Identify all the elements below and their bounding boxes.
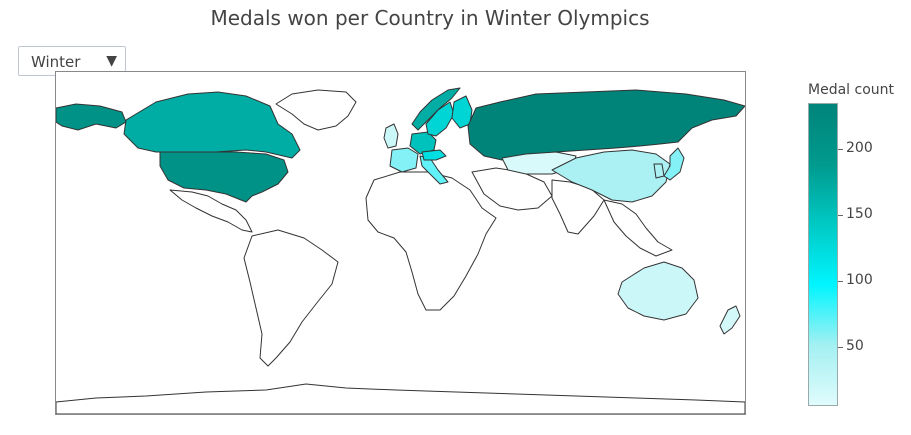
colorbar-tick-mark [838, 346, 843, 348]
colorbar-title: Medal count [808, 82, 894, 98]
colorbar-tick-label: 100 [846, 271, 873, 288]
colorbar-tick-label: 50 [846, 337, 864, 354]
country-france [389, 147, 419, 173]
colorbar-tick-mark [838, 280, 843, 282]
country-sweden [425, 101, 455, 137]
country-greenland [275, 89, 357, 131]
colorbar-tick-label: 200 [846, 140, 873, 157]
country-south-america [243, 229, 339, 367]
world-map-svg[interactable] [56, 72, 745, 414]
country-austria [421, 149, 447, 161]
country-norway [411, 87, 461, 131]
country-korea [653, 163, 665, 179]
country-mexico [169, 189, 253, 233]
chevron-down-icon: ▼ [106, 53, 117, 69]
colorbar-gradient [808, 103, 838, 406]
country-australia [617, 261, 699, 321]
map-title: Medals won per Country in Winter Olympic… [210, 6, 650, 30]
country-china [551, 149, 671, 203]
country-new-zealand [719, 305, 741, 335]
country-united-states [159, 151, 289, 203]
country-southeast-asia [603, 199, 673, 257]
country-great-britain [383, 123, 399, 149]
country-antarctica [56, 383, 745, 414]
country-japan [663, 147, 685, 181]
country-africa [365, 171, 497, 311]
choropleth-map[interactable] [55, 71, 746, 415]
dropdown-selected-value: Winter [31, 53, 81, 71]
country-russia [467, 89, 745, 161]
colorbar-tick-mark [838, 214, 843, 216]
colorbar-tick-label: 150 [846, 205, 873, 222]
colorbar-tick-mark [838, 149, 843, 151]
country-canada [123, 91, 301, 159]
country-alaska [56, 103, 127, 131]
